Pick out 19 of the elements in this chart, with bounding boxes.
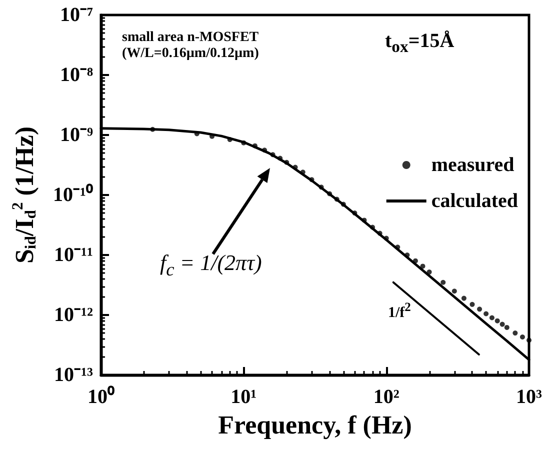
annotation: small area n-MOSFET (W/L=0.16µm/0.12µm)	[122, 30, 259, 62]
legend-label: calculated	[431, 190, 518, 212]
annotation: t$_{ox}$=15Å	[385, 30, 454, 56]
annotation: f$_{c}$ = 1/(2πτ)	[160, 250, 262, 280]
y-tick-label: 10⁻⁹	[60, 124, 93, 146]
y-tick-label: 10⁻¹⁰	[53, 183, 93, 206]
y-axis-title: Sid/Id2 (1/Hz)	[10, 126, 40, 264]
y-tick-label: 10⁻¹¹	[54, 244, 93, 266]
annotation: 1/f$^{2}$	[388, 300, 411, 322]
legend-label: measured	[431, 154, 514, 176]
x-tick-label: 10⁰	[88, 385, 114, 408]
x-tick-label: 10³	[516, 386, 542, 408]
y-tick-label: 10⁻¹²	[54, 304, 93, 326]
x-tick-label: 10¹	[230, 386, 257, 408]
x-axis-title: Frequency, f (Hz)	[218, 410, 412, 440]
y-tick-label: 10⁻¹³	[54, 364, 93, 386]
x-tick-label: 10²	[373, 386, 400, 408]
y-tick-label: 10⁻⁸	[60, 64, 93, 86]
y-tick-label: 10⁻⁷	[60, 4, 93, 26]
